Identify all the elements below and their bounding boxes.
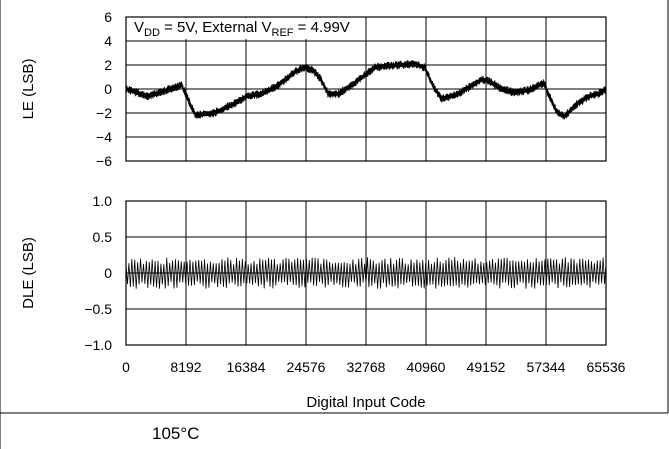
xtick-label: 49152 [467, 359, 506, 375]
xtick-label: 0 [122, 359, 130, 375]
xtick-label: 40960 [407, 359, 446, 375]
xtick-label: 32768 [347, 359, 386, 375]
le-ytick-label: −4 [96, 129, 112, 145]
annotation-part: V [134, 19, 144, 36]
xtick-label: 16384 [227, 359, 266, 375]
dle-ytick-label: −0.5 [84, 301, 112, 317]
dle-ytick-label: −1.0 [84, 337, 112, 353]
dle-ytick-label: 0.5 [93, 229, 113, 245]
le-ytick-label: 6 [104, 9, 112, 25]
le-ytick-label: 0 [104, 81, 112, 97]
annotation-part: DD [144, 27, 160, 39]
le-ytick-label: 2 [104, 57, 112, 73]
annotation-part: = 5V, External V [160, 19, 272, 36]
dle-plot-frame [125, 200, 607, 346]
dle-ytick-label: 1.0 [93, 193, 113, 209]
le-ytick-label: −2 [96, 105, 112, 121]
dle-ylabel: DLE (LSB) [20, 237, 37, 309]
xtick-label: 8192 [170, 359, 201, 375]
le-ylabel: LE (LSB) [20, 59, 37, 120]
xtick-label: 65536 [587, 359, 626, 375]
conditions-annotation: VDD = 5V, External VREF = 4.99V [134, 19, 350, 39]
annotation-background [131, 18, 353, 39]
temperature-caption: 105°C [152, 424, 200, 443]
le-ytick-label: 4 [104, 33, 112, 49]
dle-ytick-label: 0 [104, 265, 112, 281]
le-ytick-label: −6 [96, 153, 112, 169]
annotation-part: = 4.99V [294, 19, 350, 36]
xlabel: Digital Input Code [306, 394, 425, 411]
dle-series-line [125, 257, 607, 289]
xtick-label: 24576 [287, 359, 326, 375]
xtick-label: 57344 [527, 359, 566, 375]
annotation-part: REF [272, 27, 294, 39]
le-series-line [125, 59, 607, 120]
